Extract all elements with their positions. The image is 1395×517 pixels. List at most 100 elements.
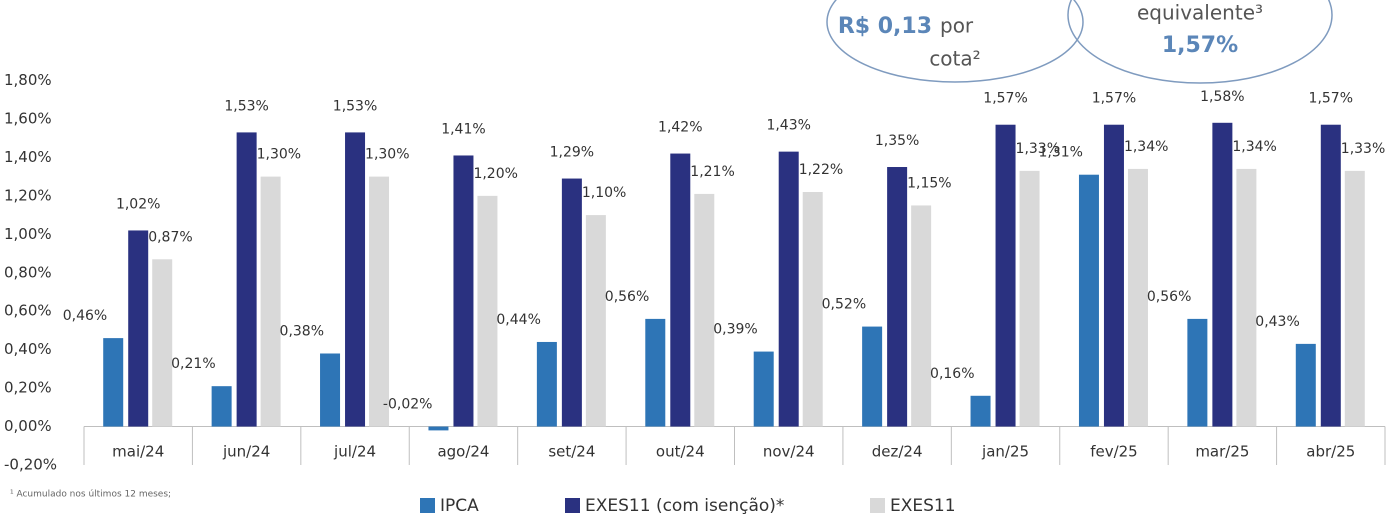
y-tick-label: 1,60%	[4, 109, 52, 127]
bar	[236, 132, 257, 427]
value-label: 1,29%	[550, 145, 594, 161]
callout-ellipse	[1067, 0, 1333, 84]
value-label: 0,43%	[1255, 314, 1299, 330]
x-tick-label: abr/25	[1306, 443, 1355, 461]
bar	[477, 195, 498, 427]
value-label: 1,20%	[473, 166, 517, 182]
value-label: 1,10%	[582, 185, 626, 201]
legend-label: EXES11	[890, 496, 956, 516]
value-label: 0,46%	[63, 308, 107, 324]
bar	[1212, 122, 1233, 427]
value-label: 1,31%	[1038, 145, 1082, 161]
bar	[1187, 318, 1208, 427]
legend-swatch	[565, 498, 580, 513]
bar	[1078, 174, 1099, 427]
x-tick-label: mai/24	[112, 443, 164, 461]
y-tick-label: 0,40%	[4, 340, 52, 358]
y-tick-label: 0,80%	[4, 263, 52, 281]
value-label: 1,57%	[1309, 91, 1353, 107]
bar	[536, 341, 557, 427]
bar	[1236, 168, 1257, 427]
value-label: 1,02%	[116, 196, 160, 212]
value-label: 0,87%	[148, 229, 192, 245]
x-tick-label: set/24	[548, 443, 595, 461]
y-tick-label: 1,40%	[4, 148, 52, 166]
callout-text: cota²	[929, 47, 980, 71]
x-tick-label: mar/25	[1195, 443, 1249, 461]
bar	[211, 386, 232, 427]
legend-swatch	[870, 498, 885, 513]
callout-text: R$ 0,13	[838, 14, 932, 39]
bar	[1019, 170, 1040, 427]
y-tick-label: 1,80%	[4, 71, 52, 89]
value-label: 1,41%	[441, 121, 485, 137]
bar	[1295, 343, 1316, 427]
y-tick-label: 0,60%	[4, 302, 52, 320]
value-label: 1,34%	[1232, 139, 1276, 155]
legend-label: EXES11 (com isenção)*	[585, 496, 784, 516]
bar	[911, 205, 932, 427]
value-label: 1,53%	[224, 98, 268, 114]
value-label: 0,56%	[605, 289, 649, 305]
x-tick-label: out/24	[656, 443, 705, 461]
value-label: 1,57%	[1092, 91, 1136, 107]
x-tick-label: dez/24	[872, 443, 923, 461]
x-tick-label: jun/24	[222, 443, 270, 461]
y-tick-label: 1,20%	[4, 186, 52, 204]
value-label: 0,16%	[930, 366, 974, 382]
value-label: -0,02%	[383, 397, 433, 413]
callout-text: 1,57%	[1162, 33, 1238, 58]
bar	[862, 326, 883, 427]
x-tick-label: jul/24	[333, 443, 376, 461]
footnote: ¹ Acumulado nos últimos 12 meses;	[10, 490, 171, 500]
value-label: 0,39%	[713, 322, 757, 338]
value-label: 1,21%	[690, 164, 734, 180]
value-label: 1,57%	[983, 91, 1027, 107]
bar	[260, 176, 281, 427]
bar	[345, 132, 366, 427]
bar	[778, 151, 799, 427]
value-label: 1,58%	[1200, 89, 1244, 105]
x-tick-label: fev/25	[1090, 443, 1138, 461]
x-tick-label: ago/24	[437, 443, 489, 461]
bar	[802, 192, 823, 427]
value-label: 1,34%	[1124, 139, 1168, 155]
value-label: 0,56%	[1147, 289, 1191, 305]
y-tick-label: 1,00%	[4, 225, 52, 243]
value-label: 1,15%	[907, 175, 951, 191]
legend-swatch	[420, 498, 435, 513]
value-label: 0,21%	[171, 356, 215, 372]
bar	[670, 153, 691, 427]
bar	[1127, 168, 1148, 427]
value-label: 0,44%	[496, 312, 540, 328]
y-tick-label: 0,00%	[4, 417, 52, 435]
value-label: 0,38%	[280, 323, 324, 339]
y-tick-label: -0,20%	[4, 456, 57, 474]
bar	[694, 193, 715, 427]
bar	[453, 155, 474, 427]
value-label: 1,33%	[1016, 141, 1060, 157]
value-label: 1,30%	[365, 147, 409, 163]
bar	[753, 351, 774, 427]
bar	[887, 167, 908, 427]
value-label: 1,35%	[875, 133, 919, 149]
y-tick-label: 0,20%	[4, 379, 52, 397]
bar	[128, 230, 149, 427]
x-tick-label: nov/24	[763, 443, 815, 461]
value-label: 1,22%	[799, 162, 843, 178]
bar	[585, 215, 606, 427]
legend-label: IPCA	[440, 496, 479, 516]
value-label: 1,33%	[1341, 141, 1385, 157]
bar	[970, 395, 991, 427]
bar	[103, 338, 124, 427]
value-label: 1,43%	[766, 118, 810, 134]
bar	[561, 178, 582, 427]
callout-text: equivalente³	[1137, 1, 1263, 25]
bar	[1344, 170, 1365, 427]
callout-text: por	[940, 14, 974, 38]
bar	[1320, 124, 1341, 427]
value-label: 0,52%	[822, 297, 866, 313]
value-label: 1,30%	[257, 147, 301, 163]
callout-ellipse	[826, 0, 1084, 83]
